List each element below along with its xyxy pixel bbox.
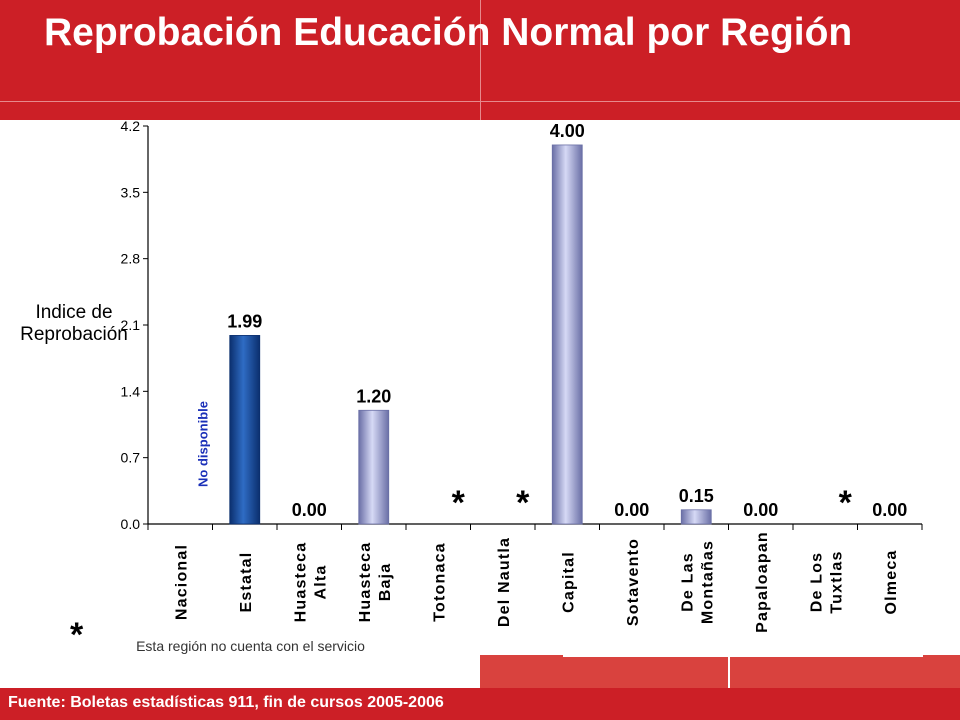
footer-accent-divider	[728, 657, 730, 688]
category-labels: Nacional Estatal Huasteca Alta Huasteca Baja T…	[173, 531, 900, 633]
page-title: Reprobación Educación Normal por Región	[44, 11, 853, 54]
category-label: Huasteca Alta	[292, 542, 329, 623]
category-label: Del Nautla	[496, 537, 513, 627]
footer-accent-block	[480, 655, 960, 688]
bar-estatal	[229, 335, 261, 525]
bar-de-las-montañas	[680, 509, 712, 525]
category-label-line: Montañas	[699, 540, 716, 624]
category-label-line: Papaloapan	[754, 531, 771, 633]
source-note: Fuente: Boletas estadísticas 911, fin de…	[8, 694, 444, 711]
data-label: 0.00	[743, 500, 778, 520]
y-axis-label: Indice de Reprobación	[20, 302, 128, 345]
note-text: Esta región no cuenta con el servicio	[136, 638, 365, 654]
y-axis: 0.0 0.7 1.4 2.1 2.8 3.5 4.2	[121, 118, 149, 532]
category-label-line: Huasteca	[357, 542, 374, 623]
header-banner: Reprobación Educación Normal por Región	[0, 0, 960, 120]
category-label-line: Del Nautla	[496, 537, 513, 627]
category-label: De Las Montañas	[679, 540, 716, 624]
category-label-line: Nacional	[173, 544, 190, 620]
category-label: Nacional	[173, 544, 190, 620]
y-tick-label: 2.1	[121, 317, 141, 333]
category-label-line: Estatal	[238, 552, 255, 613]
y-tick-label: 4.2	[121, 118, 141, 134]
y-tick-label: 0.0	[121, 516, 141, 532]
y-tick-label: 2.8	[121, 251, 141, 267]
data-label: 0.00	[872, 500, 907, 520]
x-axis	[147, 523, 923, 530]
category-label-line: Tuxtlas	[828, 550, 845, 613]
category-label: Papaloapan	[754, 531, 771, 633]
category-label: Totonaca	[431, 542, 448, 622]
category-label: Capital	[560, 551, 577, 613]
y-tick-label: 3.5	[121, 184, 141, 200]
no-service-marker: *	[452, 484, 466, 522]
category-label-line: Huasteca	[292, 542, 309, 623]
category-label: Olmeca	[883, 549, 900, 614]
category-label-line: Baja	[377, 563, 394, 602]
category-label-line: Alta	[312, 564, 329, 599]
note-asterisk: *	[70, 616, 84, 654]
bars	[229, 144, 712, 525]
header-divider-vertical	[480, 0, 481, 120]
category-label: Sotavento	[625, 538, 642, 626]
category-label-line: Capital	[560, 551, 577, 613]
data-label: 0.00	[614, 500, 649, 520]
bar-huasteca-baja	[358, 409, 390, 525]
bar-chart: 0.0 0.7 1.4 2.1 2.8 3.5 4.2 No disponible 1.99 0…	[121, 118, 923, 633]
footer-accent-line	[563, 655, 923, 657]
category-label-line: Olmeca	[883, 549, 900, 614]
data-label: 4.00	[550, 121, 585, 141]
category-label-line: De Los	[808, 552, 825, 613]
no-disponible-label: No disponible	[195, 401, 210, 487]
no-service-marker: *	[839, 484, 853, 522]
data-label: 1.99	[227, 311, 262, 331]
data-label: 0.00	[292, 500, 327, 520]
category-label-line: De Las	[679, 552, 696, 612]
y-tick-label: 1.4	[121, 383, 141, 399]
bar-capital	[551, 144, 583, 525]
header-divider-horizontal	[0, 101, 960, 102]
y-tick-label: 0.7	[121, 450, 141, 466]
category-label: Estatal	[238, 552, 255, 613]
data-label: 0.15	[679, 486, 714, 506]
data-labels: No disponible 1.99 0.00 1.20 * * 4.00 0.00 0.15 0…	[195, 121, 907, 522]
category-label: Huasteca Baja	[357, 542, 394, 623]
category-label-line: Sotavento	[625, 538, 642, 626]
no-service-marker: *	[516, 484, 530, 522]
footer-bar: Fuente: Boletas estadísticas 911, fin de…	[0, 688, 960, 720]
category-label-line: Totonaca	[431, 542, 448, 622]
data-label: 1.20	[356, 386, 391, 406]
category-label: De Los Tuxtlas	[808, 550, 845, 613]
